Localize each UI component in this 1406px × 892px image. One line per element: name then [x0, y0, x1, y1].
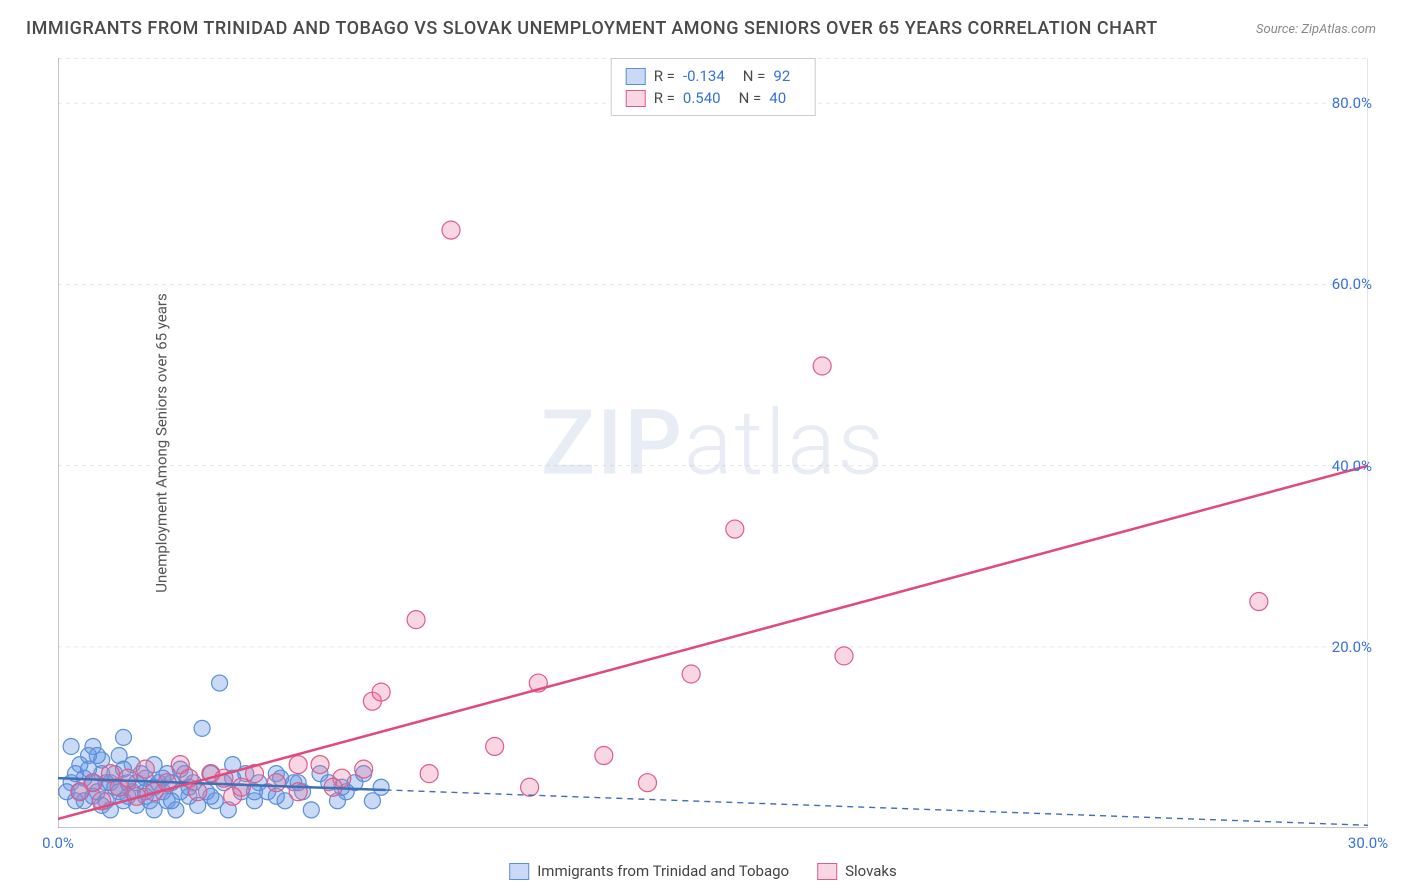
- legend-item-trinidad: Immigrants from Trinidad and Tobago: [509, 862, 789, 880]
- swatch-slovaks: [626, 90, 646, 107]
- x-tick-label: 0.0%: [42, 834, 74, 852]
- swatch-trinidad: [626, 68, 646, 85]
- stats-legend: R =-0.134 N =92 R =0.540 N =40: [611, 58, 816, 116]
- series-legend: Immigrants from Trinidad and Tobago Slov…: [509, 862, 897, 880]
- legend-label-slovaks: Slovaks: [845, 862, 897, 880]
- y-tick-label: 80.0%: [1332, 94, 1372, 112]
- y-tick-label: 60.0%: [1332, 275, 1372, 293]
- correlation-chart: Unemployment Among Seniors over 65 years…: [58, 58, 1368, 828]
- y-tick-label: 20.0%: [1332, 638, 1372, 656]
- swatch-trinidad-icon: [509, 863, 529, 880]
- swatch-slovaks-icon: [817, 863, 837, 880]
- y-tick-label: 40.0%: [1332, 457, 1372, 475]
- legend-item-slovaks: Slovaks: [817, 862, 897, 880]
- stats-row-slovaks: R =0.540 N =40: [626, 87, 801, 109]
- source-attribution: Source: ZipAtlas.com: [1256, 22, 1376, 37]
- legend-label-trinidad: Immigrants from Trinidad and Tobago: [537, 862, 789, 880]
- page-title: IMMIGRANTS FROM TRINIDAD AND TOBAGO VS S…: [26, 18, 1158, 39]
- stats-row-trinidad: R =-0.134 N =92: [626, 65, 801, 87]
- chart-svg: [58, 58, 1368, 828]
- x-tick-label: 30.0%: [1348, 834, 1388, 852]
- y-axis-label: Unemployment Among Seniors over 65 years: [153, 293, 171, 592]
